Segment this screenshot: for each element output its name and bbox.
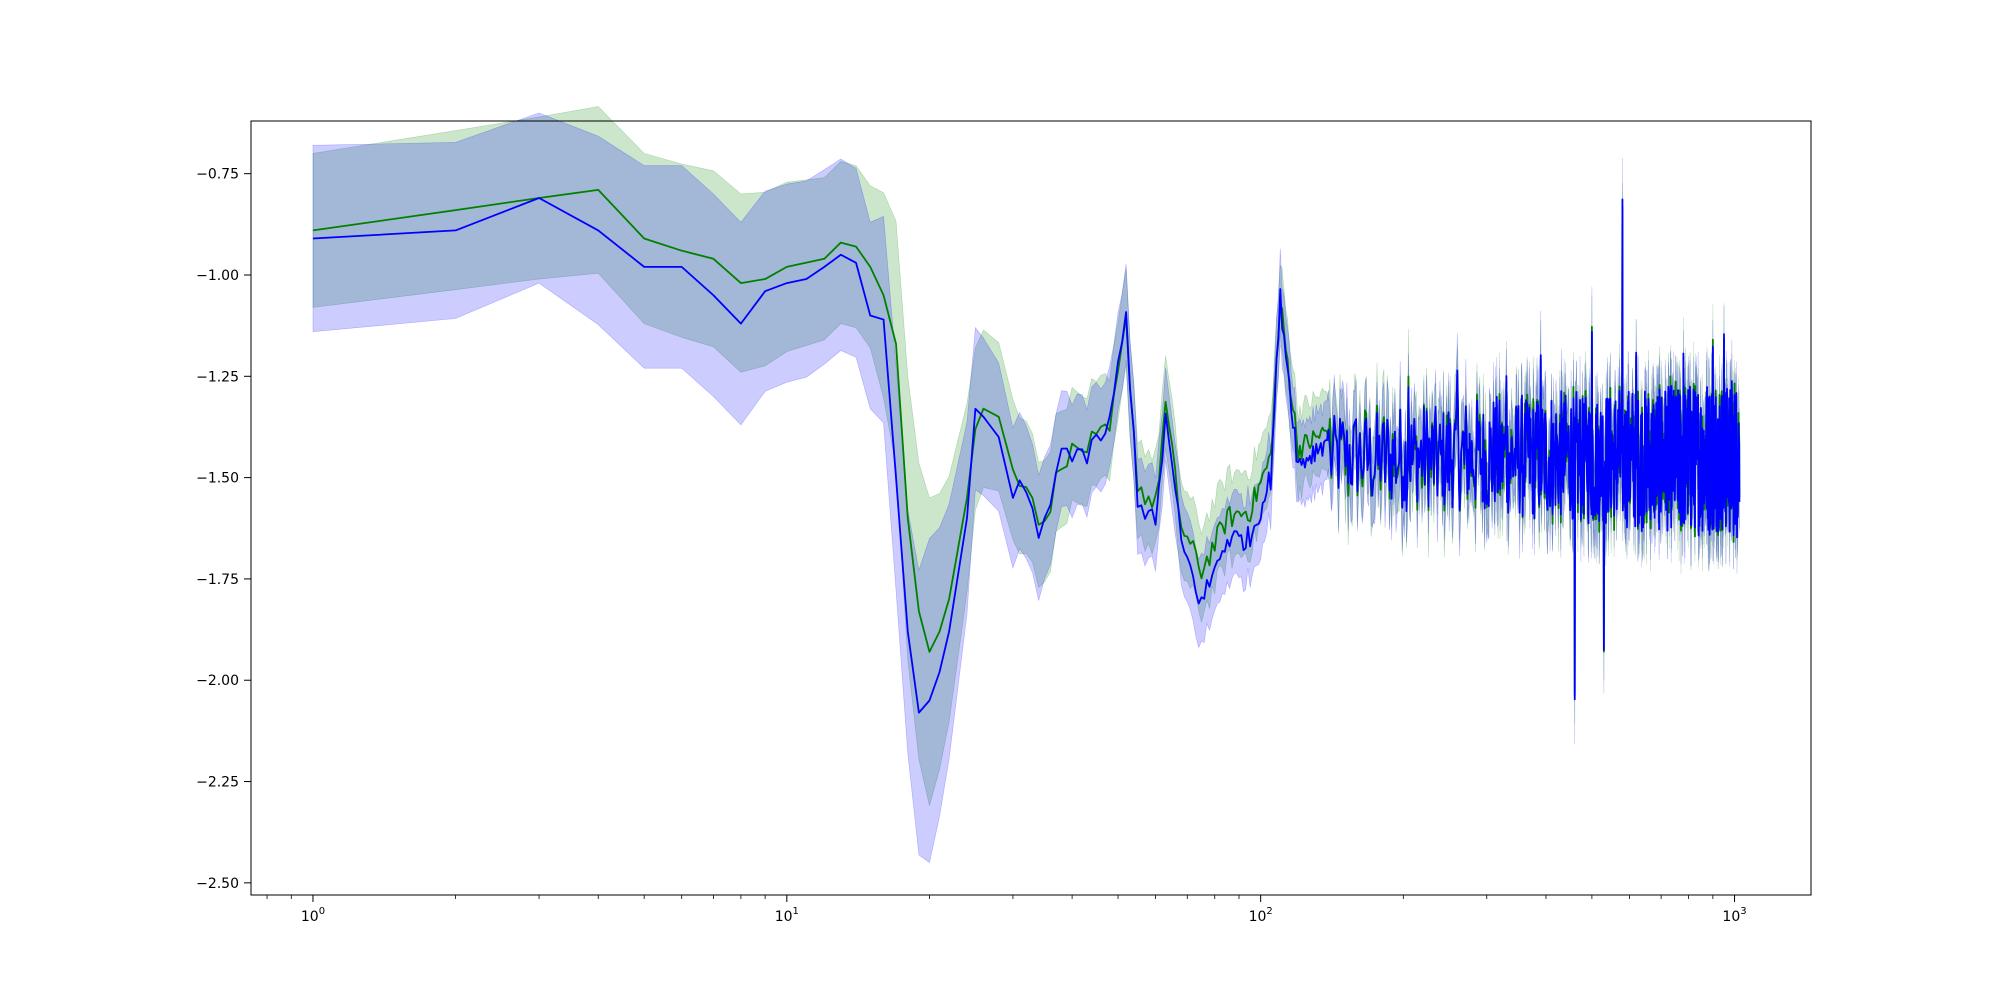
plot-frame	[250, 120, 1812, 896]
y-tick-label: −0.75	[196, 167, 239, 183]
series-1-band	[312, 106, 1740, 806]
y-tick-label: −1.00	[196, 268, 239, 284]
y-tick-label: −1.50	[196, 471, 239, 487]
plot-area	[312, 106, 1741, 864]
y-tick-label: −2.00	[196, 673, 239, 689]
series-2-line	[312, 197, 1741, 714]
y-tick-label: −2.25	[196, 775, 239, 791]
y-axis: −0.75 −1.00 −1.25 −1.50 −1.75 −2.00 −2.25 −2.50	[196, 167, 251, 892]
y-tick-label: −2.50	[196, 876, 239, 892]
x-tick-label: 102	[1249, 906, 1273, 925]
x-tick-label: 101	[775, 906, 799, 925]
x-tick-label: 103	[1722, 906, 1746, 925]
x-axis: 100 101 102 103	[266, 895, 1747, 925]
x-tick-label: 100	[301, 906, 325, 925]
y-tick-label: −1.75	[196, 572, 239, 588]
y-tick-label: −1.25	[196, 369, 239, 385]
